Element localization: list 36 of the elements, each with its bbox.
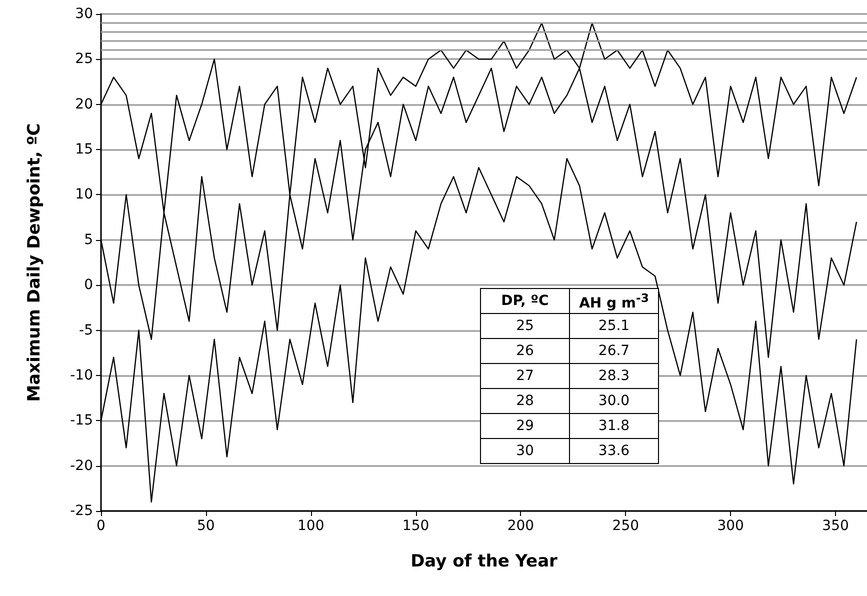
y-tick-label: 30 [75, 6, 93, 22]
annotation: AH g m$^{-3}$ [570, 288, 658, 314]
x-tick-label: 0 [96, 518, 106, 534]
x-tick-label: 50 [197, 518, 215, 534]
annotation: 25.1 [570, 314, 658, 339]
y-tick-label: -15 [70, 412, 93, 429]
y-tick-label: 15 [75, 142, 93, 158]
annotation: 33.6 [570, 438, 658, 464]
y-tick-label: -5 [79, 322, 93, 338]
y-tick-label: 10 [75, 186, 93, 203]
y-tick-label: -20 [70, 458, 93, 474]
annotation: 28.3 [570, 364, 658, 389]
annotation: DP, ºC [480, 288, 570, 314]
x-tick-label: 250 [612, 518, 640, 534]
annotation: 25 [480, 314, 570, 339]
annotation: 30.0 [570, 388, 658, 414]
annotation: 27 [480, 364, 570, 389]
x-tick-label: 200 [507, 518, 534, 534]
y-tick-label: 0 [84, 277, 93, 294]
y-tick-label: 5 [84, 232, 93, 248]
x-tick-label: 350 [822, 518, 849, 534]
annotation: 29 [480, 414, 570, 439]
y-axis-title: Maximum Daily Dewpoint, ºC [24, 123, 44, 402]
x-tick-label: 100 [297, 518, 324, 534]
annotation: 28 [480, 388, 570, 414]
x-tick-label: 300 [717, 518, 744, 534]
annotation: 26 [480, 338, 570, 364]
x-axis-title: Day of the Year [410, 552, 558, 572]
x-tick-label: 150 [402, 518, 430, 534]
annotation: 30 [480, 438, 570, 464]
y-tick-label: -25 [70, 503, 93, 519]
y-tick-label: 25 [75, 51, 93, 68]
annotation: 31.8 [570, 414, 658, 439]
annotation: 26.7 [570, 338, 658, 364]
y-tick-label: 20 [75, 96, 93, 112]
y-tick-label: -10 [70, 367, 93, 384]
